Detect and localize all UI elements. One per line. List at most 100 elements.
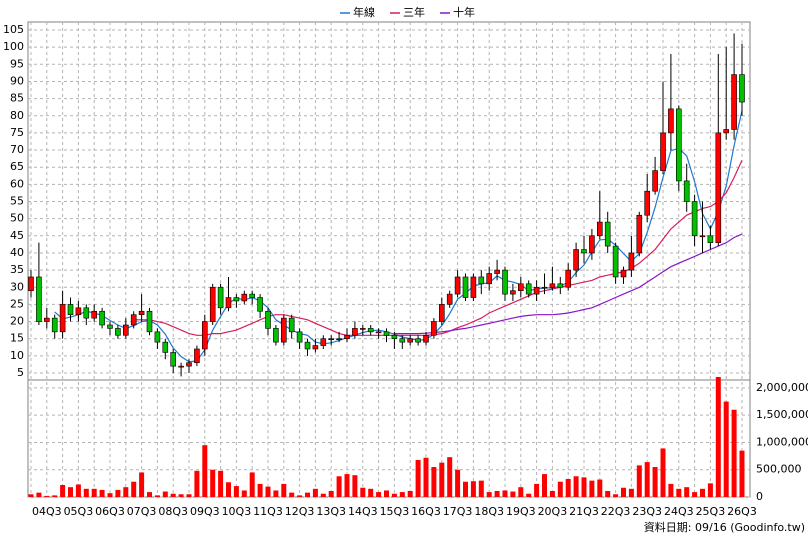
volume-bar (384, 490, 389, 497)
volume-bar (423, 457, 429, 497)
volume-bar (281, 483, 287, 497)
x-tick-label: 18Q3 (474, 505, 504, 518)
x-tick-label: 15Q3 (380, 505, 410, 518)
candle-body (423, 334, 429, 343)
candle-body (375, 331, 382, 334)
candle-body (565, 269, 572, 288)
y-tick-label: 20 (10, 315, 24, 328)
candle-body (178, 365, 184, 368)
volume-bar (652, 467, 658, 497)
x-tick-label: 26Q3 (727, 505, 757, 518)
x-tick-label: 16Q3 (411, 505, 441, 518)
y2-tick-label: 500,000 (756, 463, 802, 476)
candle-body (241, 293, 248, 302)
candle-body (431, 321, 437, 336)
y-tick-label: 105 (3, 23, 24, 36)
x-tick-label: 08Q3 (158, 505, 188, 518)
candle-body (604, 221, 611, 247)
x-tick-label: 21Q3 (569, 505, 599, 518)
candle-body (675, 108, 682, 182)
candle-body (162, 341, 169, 353)
volume-bar (75, 484, 81, 497)
candle-body (217, 286, 224, 309)
candle-body (557, 283, 564, 288)
candle-body (683, 180, 690, 202)
volume-bar (131, 481, 137, 497)
volume-bar (249, 472, 255, 497)
volume-bar (115, 489, 121, 497)
candle-body (407, 338, 414, 343)
candle-body (91, 310, 97, 319)
candle-body (336, 338, 342, 341)
volume-bar (660, 448, 666, 497)
y-tick-label: 90 (10, 74, 24, 87)
candle-body (304, 341, 311, 350)
volume-bar (549, 491, 555, 497)
volume-bar (83, 488, 89, 497)
volume-bar (415, 459, 421, 497)
x-tick-label: 25Q3 (696, 505, 726, 518)
y-tick-label: 15 (10, 332, 24, 345)
y-tick-label: 50 (10, 212, 24, 225)
y2-tick-label: 0 (756, 490, 763, 503)
volume-bar (99, 489, 105, 497)
candle-body (352, 328, 358, 336)
candle-body (533, 286, 540, 295)
volume-bar (700, 488, 705, 497)
volume-bar (91, 488, 97, 497)
y-tick-label: 45 (10, 229, 24, 242)
volume-bar (154, 495, 160, 497)
candle-body (209, 286, 216, 322)
volume-bar (233, 486, 239, 497)
candle-body (59, 304, 66, 333)
volume-bar (210, 469, 216, 497)
candle-body (596, 221, 603, 237)
candle-body (194, 348, 200, 364)
volume-bar (170, 493, 176, 497)
volume-bar (739, 450, 745, 497)
candle-body (660, 132, 666, 171)
volume-bar (486, 492, 492, 497)
candle-body (99, 310, 105, 326)
x-tick-label: 04Q3 (32, 505, 62, 518)
candle-body (502, 269, 508, 295)
candle-body (383, 331, 390, 336)
volume-bar (289, 492, 295, 497)
candle-body (707, 235, 714, 243)
volume-bar (597, 479, 603, 497)
volume-bar (376, 492, 382, 497)
volume-bar (439, 462, 445, 497)
volume-bar (218, 470, 224, 497)
volume-bar (534, 483, 540, 497)
volume-bar (502, 490, 508, 497)
volume-bar (312, 488, 318, 497)
volume-bar (407, 491, 413, 497)
candle-body (438, 304, 445, 322)
legend-label: 三年 (403, 5, 425, 19)
candle-body (715, 132, 722, 243)
volume-bar (194, 470, 200, 497)
volume-bar (636, 465, 642, 497)
volume-bar (52, 495, 58, 497)
y-tick-label: 95 (10, 57, 24, 70)
x-tick-label: 07Q3 (127, 505, 157, 518)
volume-bar (573, 476, 579, 497)
volume-bar (463, 481, 468, 497)
x-tick-label: 19Q3 (506, 505, 536, 518)
y-tick-label: 100 (3, 40, 24, 53)
volume-bar (510, 491, 516, 497)
y-tick-label: 40 (10, 246, 24, 259)
volume-bar (692, 492, 698, 497)
candle-body (644, 190, 651, 216)
volume-bar (257, 483, 263, 497)
candle-body (312, 345, 319, 350)
candle-body (573, 249, 579, 271)
candle-body (123, 324, 129, 336)
x-tick-label: 24Q3 (664, 505, 694, 518)
candle-body (67, 304, 74, 315)
volume-bar (226, 482, 231, 497)
candle-body (517, 283, 524, 291)
candle-body (391, 334, 398, 339)
candle-body (415, 338, 421, 343)
volume-bar (44, 495, 50, 497)
